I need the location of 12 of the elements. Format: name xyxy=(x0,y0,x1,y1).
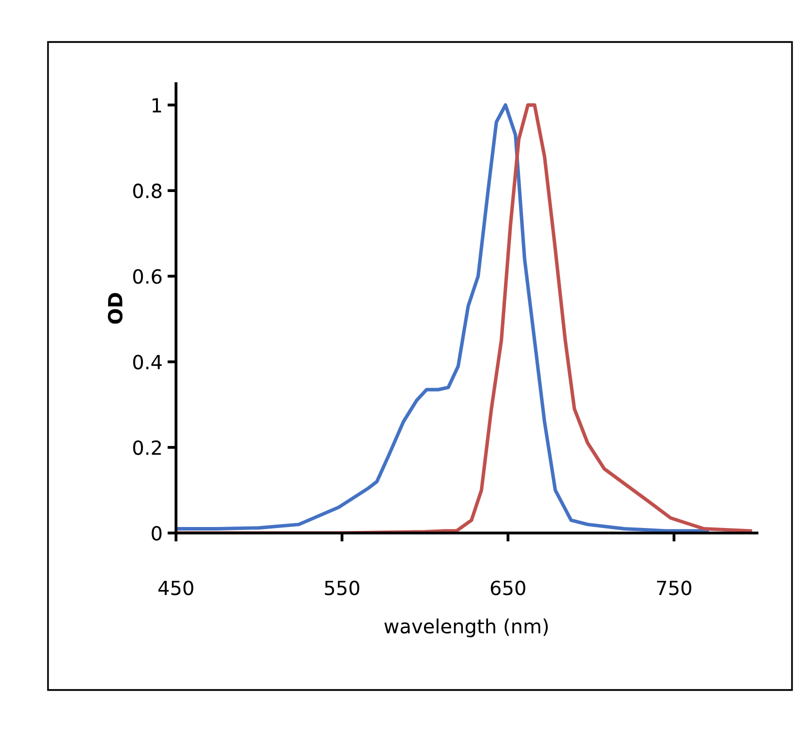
y-tick-label: 0.4 xyxy=(133,354,162,370)
y-tick-label: 0 xyxy=(152,526,162,541)
y-tick-label: 0.6 xyxy=(133,269,162,284)
y-tick-label: 1 xyxy=(152,98,162,112)
x-axis-title: wavelength (nm) xyxy=(384,618,548,638)
x-tick-label: 450 xyxy=(158,580,194,596)
y-axis-title: OD xyxy=(108,292,123,324)
x-tick-label: 550 xyxy=(324,580,360,596)
x-tick-label: 750 xyxy=(657,580,692,596)
x-tick-label: 650 xyxy=(490,580,526,596)
y-tick-label: 0.2 xyxy=(133,440,161,456)
y-tick-label: 0.8 xyxy=(133,184,162,198)
